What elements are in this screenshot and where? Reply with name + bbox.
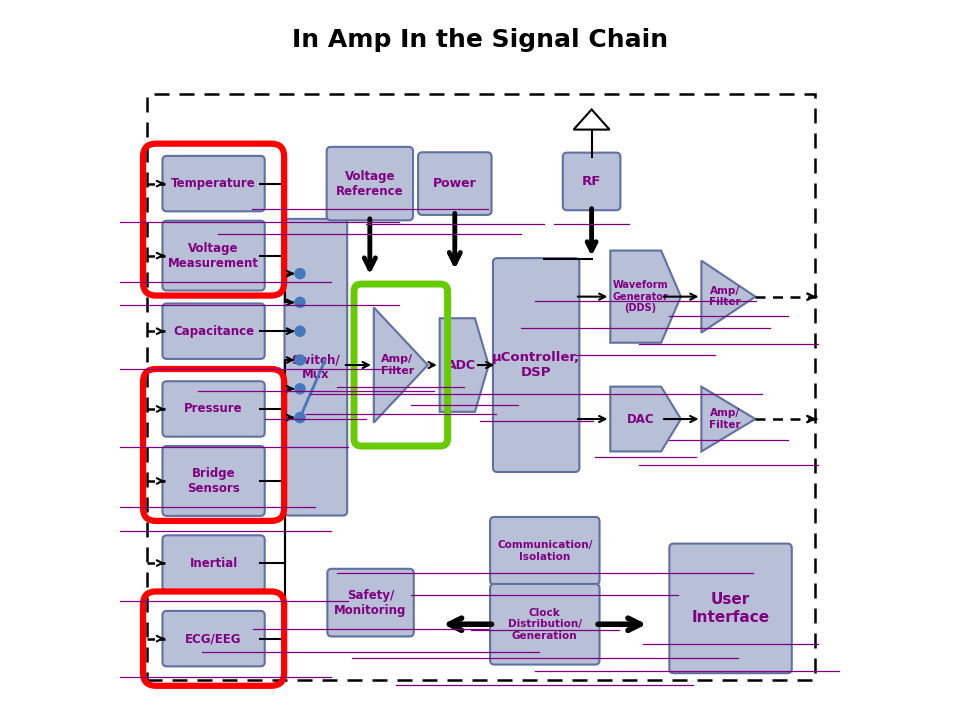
Circle shape bbox=[295, 355, 305, 365]
FancyBboxPatch shape bbox=[326, 147, 413, 220]
Polygon shape bbox=[611, 251, 681, 343]
Text: Voltage
Reference: Voltage Reference bbox=[336, 170, 403, 197]
Text: Pressure: Pressure bbox=[184, 402, 243, 415]
FancyBboxPatch shape bbox=[490, 517, 599, 585]
Circle shape bbox=[295, 326, 305, 336]
Text: Communication/
Isolation: Communication/ Isolation bbox=[497, 540, 592, 562]
FancyBboxPatch shape bbox=[162, 156, 265, 212]
FancyBboxPatch shape bbox=[490, 584, 599, 665]
Text: DAC: DAC bbox=[627, 413, 655, 426]
Text: Inertial: Inertial bbox=[189, 557, 238, 570]
FancyBboxPatch shape bbox=[327, 569, 414, 636]
Text: Capacitance: Capacitance bbox=[173, 325, 254, 338]
FancyBboxPatch shape bbox=[162, 611, 265, 667]
Text: In Amp In the Signal Chain: In Amp In the Signal Chain bbox=[292, 27, 668, 52]
Text: ADC: ADC bbox=[447, 359, 476, 372]
Text: RF: RF bbox=[582, 175, 601, 188]
Polygon shape bbox=[702, 387, 756, 451]
Circle shape bbox=[295, 297, 305, 307]
Text: Voltage
Measurement: Voltage Measurement bbox=[168, 242, 259, 269]
FancyBboxPatch shape bbox=[669, 544, 792, 673]
Polygon shape bbox=[440, 318, 489, 412]
Polygon shape bbox=[574, 109, 610, 130]
Text: Power: Power bbox=[433, 177, 477, 190]
FancyBboxPatch shape bbox=[493, 258, 579, 472]
Text: Amp/
Filter: Amp/ Filter bbox=[709, 408, 740, 430]
FancyBboxPatch shape bbox=[162, 446, 265, 516]
Text: ECG/EEG: ECG/EEG bbox=[185, 632, 242, 645]
Text: Temperature: Temperature bbox=[171, 177, 256, 190]
Circle shape bbox=[295, 269, 305, 279]
Text: Amp/
Filter: Amp/ Filter bbox=[709, 286, 740, 307]
FancyBboxPatch shape bbox=[162, 536, 265, 590]
FancyBboxPatch shape bbox=[563, 153, 620, 210]
Text: Waveform
Generator
(DDS): Waveform Generator (DDS) bbox=[612, 280, 668, 313]
Text: Switch/
Mux: Switch/ Mux bbox=[292, 354, 340, 381]
Text: Clock
Distribution/
Generation: Clock Distribution/ Generation bbox=[508, 608, 582, 641]
Text: User
Interface: User Interface bbox=[691, 592, 770, 624]
Text: Safety/
Monitoring: Safety/ Monitoring bbox=[334, 589, 407, 616]
Polygon shape bbox=[702, 261, 756, 333]
Polygon shape bbox=[373, 307, 428, 423]
Text: μController,
DSP: μController, DSP bbox=[492, 351, 580, 379]
Circle shape bbox=[295, 413, 305, 423]
FancyBboxPatch shape bbox=[162, 304, 265, 359]
Text: Amp/
Filter: Amp/ Filter bbox=[380, 354, 414, 376]
FancyBboxPatch shape bbox=[419, 152, 492, 215]
FancyBboxPatch shape bbox=[162, 382, 265, 436]
Text: Bridge
Sensors: Bridge Sensors bbox=[187, 467, 240, 495]
Polygon shape bbox=[611, 387, 681, 451]
FancyBboxPatch shape bbox=[284, 219, 348, 516]
Circle shape bbox=[295, 384, 305, 394]
FancyBboxPatch shape bbox=[162, 220, 265, 290]
